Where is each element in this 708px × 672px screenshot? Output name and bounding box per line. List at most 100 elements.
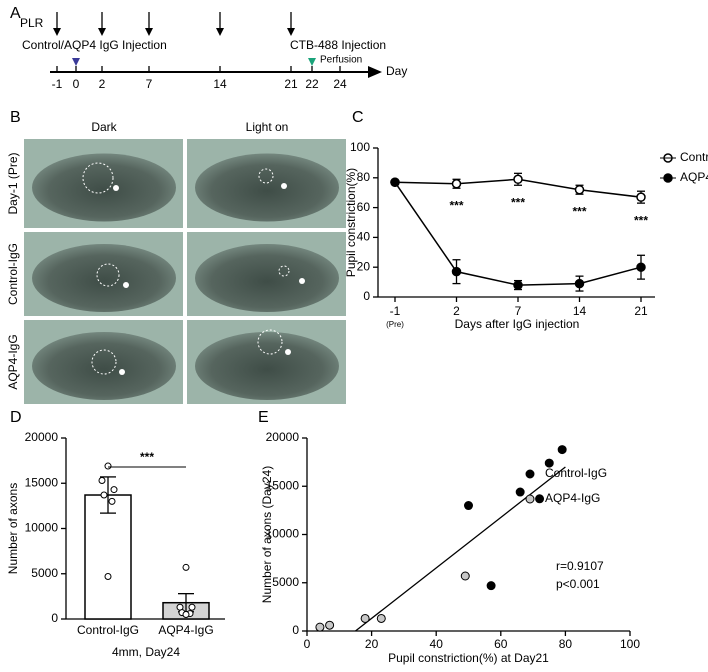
- y-axis-label: Pupil constriction(%): [344, 168, 358, 277]
- significance: ***: [449, 198, 463, 212]
- data-point: [110, 486, 118, 494]
- significance: ***: [634, 213, 648, 227]
- y-tick-label: 10000: [266, 527, 300, 541]
- pupil-outline: [96, 263, 120, 287]
- y-axis-label: Number of axons: [6, 483, 20, 574]
- point: [557, 445, 567, 455]
- panel-label: C: [352, 109, 364, 126]
- legend-marker: [525, 469, 535, 479]
- pupil-outline: [82, 162, 114, 194]
- row-label: Day-1 (Pre): [6, 152, 20, 214]
- timeline-tick-label: -1: [52, 77, 63, 91]
- timeline-tick-label: 21: [284, 77, 298, 91]
- eye-photo-pupil: [195, 244, 339, 312]
- y-tick-label: 20: [357, 259, 371, 273]
- y-axis-label: Number of axons (Day24): [260, 466, 274, 603]
- fit-line: [355, 466, 566, 632]
- significance: ***: [572, 204, 586, 218]
- legend-label: AQP4-IgG: [545, 491, 600, 505]
- point: [325, 620, 335, 630]
- x-tick-label: 0: [304, 637, 311, 651]
- data-point: [188, 603, 196, 611]
- point: [464, 501, 473, 511]
- data-point: [182, 610, 190, 618]
- plr-arrowhead: [53, 28, 61, 36]
- reflection: [281, 183, 287, 189]
- plr-arrowhead: [287, 28, 295, 36]
- panel-label: B: [10, 109, 21, 126]
- eye-photo-pupil: [195, 332, 339, 400]
- event-label: Perfusion: [320, 55, 362, 66]
- y-tick-label: 100: [350, 140, 370, 154]
- x-axis-label: Days after IgG injection: [455, 317, 580, 331]
- data-point: [104, 572, 112, 580]
- timeline-tick-label: 24: [333, 77, 347, 91]
- data-point: [98, 477, 106, 485]
- event-label: Control/AQP4 IgG Injection: [22, 38, 167, 52]
- y-tick-label: 40: [357, 230, 371, 244]
- timeline-arrowhead: [368, 66, 382, 78]
- event-label: CTB-488 Injection: [290, 38, 386, 52]
- y-tick-label: 0: [51, 611, 58, 625]
- x-tick-label: -1: [390, 304, 401, 318]
- arrow-label: PLR: [20, 16, 44, 30]
- timeline-tick-label: 2: [99, 77, 106, 91]
- eye-photo-pupil: [32, 153, 176, 222]
- panel-label: D: [10, 409, 22, 426]
- significance: ***: [511, 195, 525, 209]
- row-label: AQP4-IgG: [6, 334, 20, 389]
- point: [451, 179, 462, 189]
- data-point: [182, 563, 190, 571]
- x-tick-label: 21: [634, 304, 648, 318]
- reflection: [113, 185, 119, 191]
- point: [574, 278, 585, 289]
- y-tick-label: 10000: [25, 521, 59, 535]
- x-tick-sublabel: (Pre): [386, 320, 404, 329]
- y-tick-label: 60: [357, 200, 371, 214]
- data-point: [100, 491, 108, 499]
- y-tick-label: 20000: [25, 430, 59, 444]
- plr-arrowhead: [98, 28, 106, 36]
- point: [513, 280, 523, 290]
- point: [390, 177, 400, 188]
- timeline-unit: Day: [386, 64, 407, 78]
- x-tick-label: AQP4-IgG: [158, 623, 213, 637]
- x-tick-label: 80: [559, 637, 573, 651]
- point: [544, 458, 554, 468]
- data-point: [104, 462, 112, 470]
- x-tick-label: 20: [365, 637, 379, 651]
- point: [486, 581, 496, 591]
- x-tick-label: 14: [573, 304, 587, 318]
- legend-marker: [525, 494, 535, 504]
- bar: [84, 494, 132, 620]
- point: [574, 184, 585, 195]
- plr-arrowhead: [216, 28, 224, 36]
- event-marker: [308, 58, 316, 66]
- data-point: [108, 497, 116, 505]
- y-tick-label: 0: [363, 289, 370, 303]
- legend-label: AQP4-IgG: [680, 170, 708, 184]
- timeline-tick-label: 22: [305, 77, 319, 91]
- annotation: r=0.9107: [556, 559, 604, 573]
- point: [535, 494, 545, 504]
- y-tick-label: 15000: [266, 478, 300, 492]
- point: [315, 622, 325, 632]
- y-tick-label: 20000: [266, 430, 300, 444]
- legend-label: Control-IgG: [680, 150, 708, 164]
- point: [515, 487, 525, 497]
- y-tick-label: 5000: [272, 575, 299, 589]
- point: [636, 192, 646, 202]
- x-axis-label: 4mm, Day24: [112, 645, 180, 659]
- x-tick-label: 60: [494, 637, 508, 651]
- plr-arrowhead: [145, 28, 153, 36]
- panel-label: E: [258, 409, 269, 426]
- x-tick-label: Control-IgG: [77, 623, 139, 637]
- timeline-tick-label: 7: [146, 77, 153, 91]
- event-marker: [72, 58, 80, 66]
- point: [451, 266, 462, 277]
- x-axis-label: Pupil constriction(%) at Day21: [388, 651, 549, 665]
- y-tick-label: 15000: [25, 475, 59, 489]
- eye-photo-pupil: [32, 244, 176, 312]
- reflection: [119, 369, 125, 375]
